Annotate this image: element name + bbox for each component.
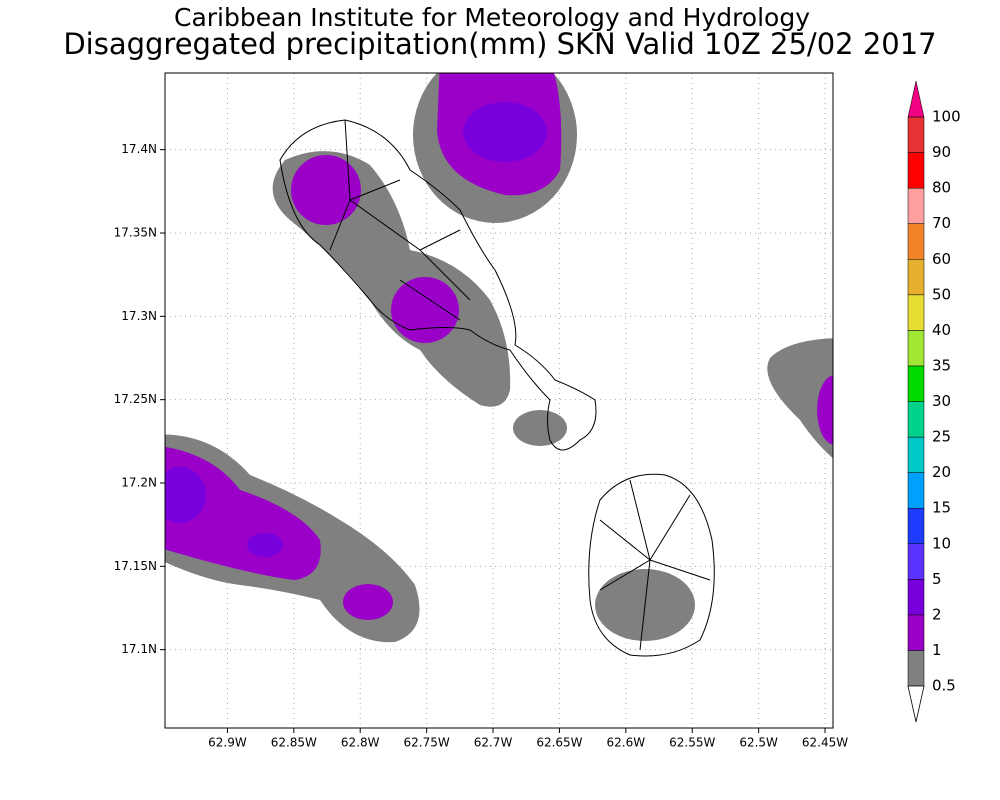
x-tick-label: 62.7W <box>474 736 513 750</box>
colorbar-label: 1 <box>932 641 942 659</box>
colorbar-label: 20 <box>932 463 951 481</box>
islands <box>279 119 715 657</box>
colorbar-label: 35 <box>932 356 951 374</box>
x-tick-label: 62.55W <box>669 736 715 750</box>
precip-2 <box>165 102 547 557</box>
colorbar-segment <box>907 330 925 367</box>
y-tick-label: 17.4N <box>121 142 157 156</box>
x-tick-label: 62.85W <box>271 736 317 750</box>
colorbar-segment <box>907 259 925 296</box>
colorbar-segment <box>907 507 925 544</box>
colorbar-segment <box>907 116 925 153</box>
colorbar-segment <box>907 294 925 331</box>
colorbar-segment <box>907 223 925 260</box>
colorbar-segment <box>907 401 925 438</box>
colorbar-label: 50 <box>932 285 951 303</box>
colorbar-label: 2 <box>932 605 942 623</box>
colorbar-label: 25 <box>932 428 951 446</box>
x-tick-label: 62.75W <box>404 736 450 750</box>
colorbar-segment <box>907 152 925 189</box>
colorbar-segment <box>907 579 925 616</box>
y-tick-label: 17.2N <box>121 476 157 490</box>
colorbar-label: 10 <box>932 534 951 552</box>
y-tick-label: 17.35N <box>114 226 157 240</box>
y-tick-label: 17.3N <box>121 309 157 323</box>
colorbar-segment <box>907 436 925 473</box>
colorbar-label: 60 <box>932 250 951 268</box>
colorbar-segment <box>907 365 925 402</box>
plot-frame <box>164 72 834 729</box>
colorbar-label: 15 <box>932 499 951 517</box>
x-tick-label: 62.5W <box>739 736 778 750</box>
y-tick-label: 17.15N <box>114 559 157 573</box>
colorbar-segment <box>907 614 925 651</box>
x-tick-label: 62.45W <box>802 736 848 750</box>
y-tick-label: 17.1N <box>121 642 157 656</box>
colorbar-over <box>907 80 925 118</box>
colorbar-segment <box>907 650 925 687</box>
precipitation <box>165 73 833 657</box>
axes: 62.9W 62.85W 62.8W 62.75W 62.7W 62.65W 62.6W 62… <box>114 142 849 749</box>
x-tick-label: 62.8W <box>341 736 380 750</box>
colorbar-label: 100 <box>932 108 961 126</box>
subtitle: Disaggregated precipitation(mm) SKN Vali… <box>63 27 936 61</box>
colorbar-label: 40 <box>932 321 951 339</box>
colorbar-label: 5 <box>932 570 942 588</box>
colorbar-label: 80 <box>932 179 951 197</box>
colorbar-label: 0.5 <box>932 677 956 695</box>
colorbar-label: 30 <box>932 392 951 410</box>
colorbar-segment <box>907 543 925 580</box>
colorbar-label: 90 <box>932 143 951 161</box>
y-tick-label: 17.25N <box>114 392 157 406</box>
title: Caribbean Institute for Meteorology and … <box>174 3 810 32</box>
x-tick-label: 62.65W <box>536 736 582 750</box>
x-tick-label: 62.6W <box>607 736 646 750</box>
colorbar-label: 70 <box>932 214 951 232</box>
x-tick-label: 62.9W <box>208 736 247 750</box>
colorbar-under <box>907 685 925 723</box>
colorbar-segment <box>907 472 925 509</box>
colorbar-segment <box>907 187 925 224</box>
